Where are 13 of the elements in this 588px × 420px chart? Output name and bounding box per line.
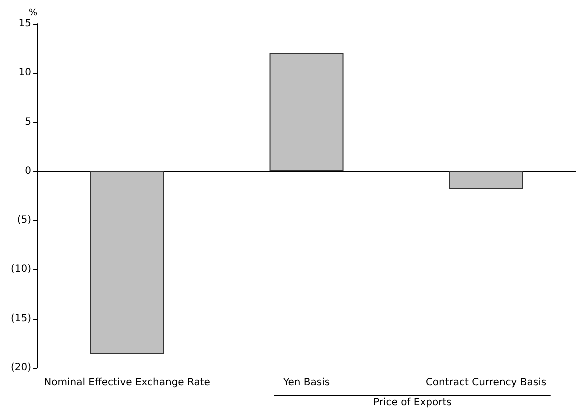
y-tick-label: 0	[25, 166, 32, 177]
y-tick-label: 15	[18, 18, 32, 30]
y-tick-label: (15)	[10, 313, 32, 324]
y-axis-title: %	[28, 8, 38, 18]
y-tick-label: (5)	[17, 215, 32, 226]
y-tick-label: 10	[18, 68, 32, 79]
y-tick-label: (10)	[10, 264, 32, 276]
text: Price of Exports	[373, 398, 452, 408]
x-tick-label: Nominal Effective Exchange Rate	[44, 378, 210, 388]
x-tick-label: Contract Currency Basis	[426, 378, 547, 388]
y-tick-label: (20)	[10, 362, 32, 374]
y-tick-label: 5	[25, 116, 32, 128]
x-tick-label: Yen Basis	[282, 378, 330, 388]
